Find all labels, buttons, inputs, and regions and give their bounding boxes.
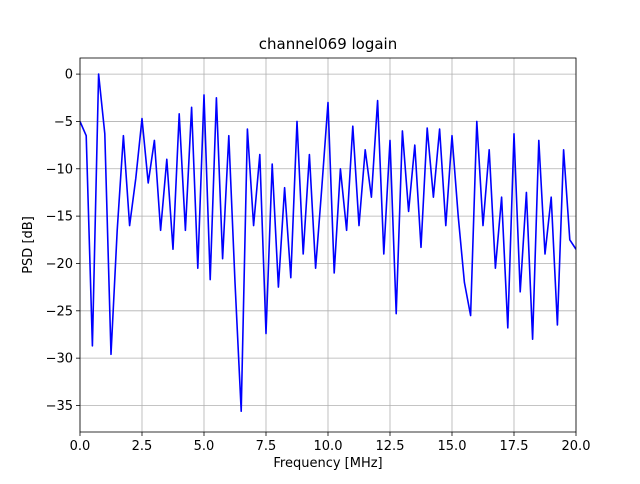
x-tick-label: 17.5 [500, 439, 529, 454]
x-tick-label: 20.0 [562, 439, 591, 454]
plot-frame [79, 57, 577, 433]
x-axis-label: Frequency [MHz] [273, 456, 382, 471]
x-tick-label: 2.5 [132, 439, 153, 454]
y-axis-label: PSD [dB] [21, 216, 36, 274]
y-tick-label: −10 [46, 162, 73, 177]
x-tick-label: 0.0 [70, 439, 91, 454]
y-tick-label: −35 [46, 399, 73, 414]
x-tick-label: 15.0 [438, 439, 467, 454]
series-line [80, 73, 576, 412]
x-tick-label: 7.5 [256, 439, 277, 454]
y-tick-label: −30 [46, 352, 73, 367]
y-tick-label: −25 [46, 304, 73, 319]
x-tick-label: 12.5 [376, 439, 405, 454]
x-tick-label: 10.0 [314, 439, 343, 454]
y-tick-label: −15 [46, 210, 73, 225]
y-tick-label: −5 [54, 115, 73, 130]
y-tick-label: 0 [65, 68, 73, 83]
y-tick-label: −20 [46, 257, 73, 272]
chart-title: channel069 logain [259, 35, 398, 53]
x-tick-label: 5.0 [194, 439, 215, 454]
